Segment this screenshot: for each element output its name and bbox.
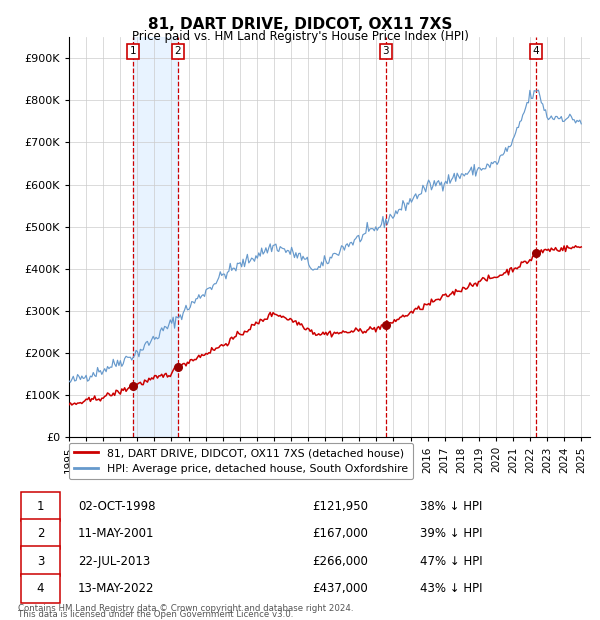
Text: 81, DART DRIVE, DIDCOT, OX11 7XS: 81, DART DRIVE, DIDCOT, OX11 7XS <box>148 17 452 32</box>
Text: 4: 4 <box>37 582 44 595</box>
Text: Price paid vs. HM Land Registry's House Price Index (HPI): Price paid vs. HM Land Registry's House … <box>131 30 469 43</box>
Text: This data is licensed under the Open Government Licence v3.0.: This data is licensed under the Open Gov… <box>18 610 293 619</box>
Text: 13-MAY-2022: 13-MAY-2022 <box>78 582 155 595</box>
Text: 3: 3 <box>382 46 389 56</box>
Text: 02-OCT-1998: 02-OCT-1998 <box>78 500 155 513</box>
Text: 43% ↓ HPI: 43% ↓ HPI <box>420 582 482 595</box>
Text: 39% ↓ HPI: 39% ↓ HPI <box>420 528 482 540</box>
Text: 22-JUL-2013: 22-JUL-2013 <box>78 555 150 567</box>
Text: 11-MAY-2001: 11-MAY-2001 <box>78 528 155 540</box>
Text: 2: 2 <box>174 46 181 56</box>
Text: £437,000: £437,000 <box>312 582 368 595</box>
Text: 1: 1 <box>37 500 44 513</box>
Text: 4: 4 <box>533 46 539 56</box>
Text: £121,950: £121,950 <box>312 500 368 513</box>
Text: 38% ↓ HPI: 38% ↓ HPI <box>420 500 482 513</box>
Text: 3: 3 <box>37 555 44 567</box>
Text: Contains HM Land Registry data © Crown copyright and database right 2024.: Contains HM Land Registry data © Crown c… <box>18 603 353 613</box>
Legend: 81, DART DRIVE, DIDCOT, OX11 7XS (detached house), HPI: Average price, detached : 81, DART DRIVE, DIDCOT, OX11 7XS (detach… <box>69 443 413 479</box>
Text: 47% ↓ HPI: 47% ↓ HPI <box>420 555 482 567</box>
Text: 2: 2 <box>37 528 44 540</box>
Text: £266,000: £266,000 <box>312 555 368 567</box>
Bar <box>133 37 178 437</box>
Text: £167,000: £167,000 <box>312 528 368 540</box>
Text: 1: 1 <box>130 46 136 56</box>
